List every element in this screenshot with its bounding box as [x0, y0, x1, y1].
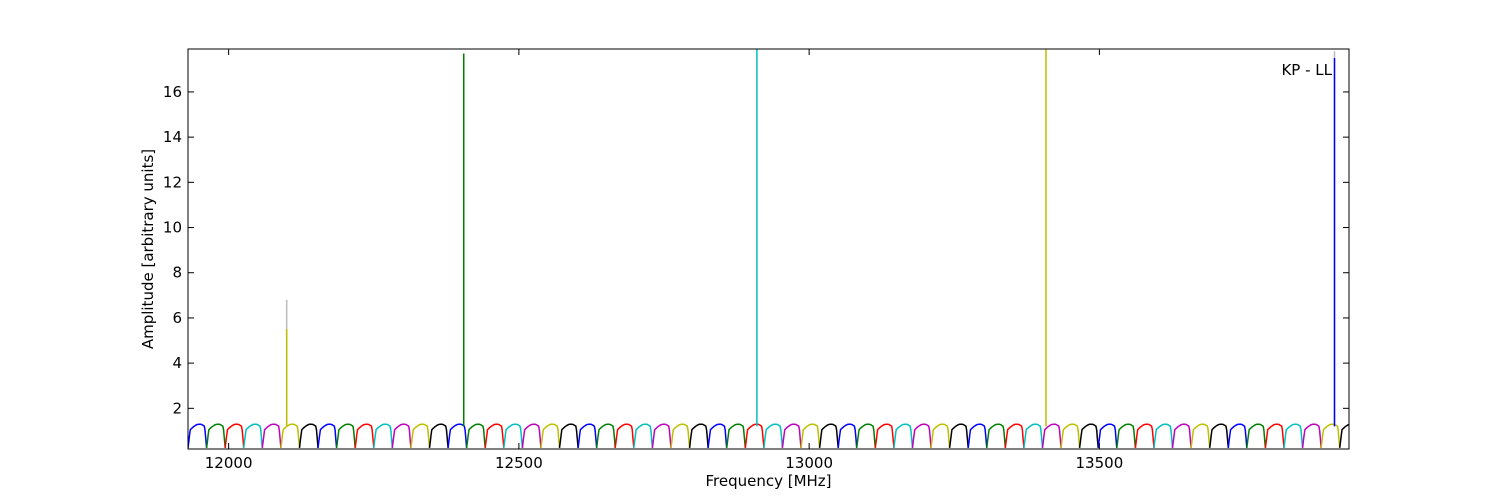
- band-segment: [410, 423, 431, 448]
- y-tick-label: 10: [163, 219, 182, 237]
- x-tick-label: 13000: [785, 454, 833, 472]
- band-segment: [1116, 423, 1137, 448]
- band-segment: [1246, 423, 1267, 448]
- band-segment: [1320, 423, 1341, 448]
- band-segment: [465, 423, 486, 448]
- band-segment: [986, 423, 1007, 448]
- band-segment: [911, 423, 932, 448]
- x-axis-label: Frequency [MHz]: [705, 472, 831, 490]
- band-segment: [1171, 423, 1192, 448]
- band-segment: [1301, 423, 1322, 448]
- band-segment: [577, 423, 598, 448]
- band-segment: [447, 423, 468, 448]
- band-segment: [1264, 423, 1285, 448]
- band-segment: [280, 423, 301, 448]
- band-segment: [1060, 423, 1081, 448]
- band-segment: [763, 423, 784, 448]
- band-segment: [1004, 423, 1025, 448]
- band-segment: [188, 423, 208, 448]
- band-segment: [781, 423, 802, 448]
- band-segment: [503, 423, 524, 448]
- band-segment: [335, 423, 356, 448]
- x-tick-label: 12500: [495, 454, 543, 472]
- band-segment: [1041, 423, 1062, 448]
- band-segment: [391, 423, 412, 448]
- band-segment: [818, 423, 839, 448]
- band-segment: [1208, 423, 1230, 448]
- y-tick-label: 14: [163, 128, 182, 146]
- band-segment: [725, 423, 747, 448]
- band-segment: [1190, 423, 1211, 448]
- band-segment: [1283, 423, 1304, 448]
- annotation-label: KP - LL: [1281, 61, 1332, 79]
- band-segment: [317, 423, 338, 448]
- band-segment: [688, 423, 709, 448]
- band-segment: [893, 423, 914, 448]
- y-tick-label: 6: [172, 309, 182, 327]
- x-tick-label: 12000: [205, 454, 253, 472]
- band-segment: [224, 423, 245, 448]
- y-axis-label: Amplitude [arbitrary units]: [139, 149, 157, 349]
- band-segment: [261, 423, 282, 448]
- y-tick-label: 12: [163, 173, 182, 191]
- band-segment: [1227, 423, 1248, 448]
- band-segment: [558, 423, 579, 448]
- plot-frame: [187, 48, 1350, 450]
- band-segment: [428, 423, 449, 448]
- band-segment: [837, 423, 858, 448]
- band-segment: [595, 423, 616, 448]
- band-segment: [855, 423, 877, 448]
- band-segment: [521, 423, 542, 448]
- band-segment: [948, 423, 969, 448]
- band-segment: [1153, 423, 1174, 448]
- band-segment: [1023, 423, 1044, 448]
- band-segment: [930, 423, 951, 448]
- band-segment: [1097, 423, 1118, 448]
- band-segment: [967, 423, 988, 448]
- band-segment: [1338, 423, 1349, 448]
- band-segment: [800, 423, 821, 448]
- x-tick-label: 13500: [1076, 454, 1124, 472]
- y-tick-label: 4: [172, 354, 182, 372]
- band-segment: [540, 423, 561, 448]
- plot-area: [188, 49, 1349, 448]
- axis-ticks: 12000 12500 13000 13500 2 4 6 8 10 12 14 16: [163, 49, 1349, 472]
- band-segment: [298, 423, 319, 448]
- band-segment: [205, 423, 226, 448]
- y-tick-label: 2: [172, 399, 182, 417]
- band-segment: [633, 423, 654, 448]
- band-segment: [874, 423, 895, 448]
- band-segment: [614, 423, 635, 448]
- band-segment: [484, 423, 505, 448]
- band-segment: [670, 423, 691, 448]
- y-tick-label: 16: [163, 83, 182, 101]
- band-segment: [1078, 423, 1099, 448]
- band-segment: [1134, 423, 1155, 448]
- band-segment: [744, 423, 765, 448]
- band-segment: [242, 423, 264, 448]
- band-segment: [651, 423, 672, 448]
- y-tick-label: 8: [172, 264, 182, 282]
- band-segment: [354, 423, 375, 448]
- band-segment: [707, 423, 728, 448]
- band-segment: [373, 423, 394, 448]
